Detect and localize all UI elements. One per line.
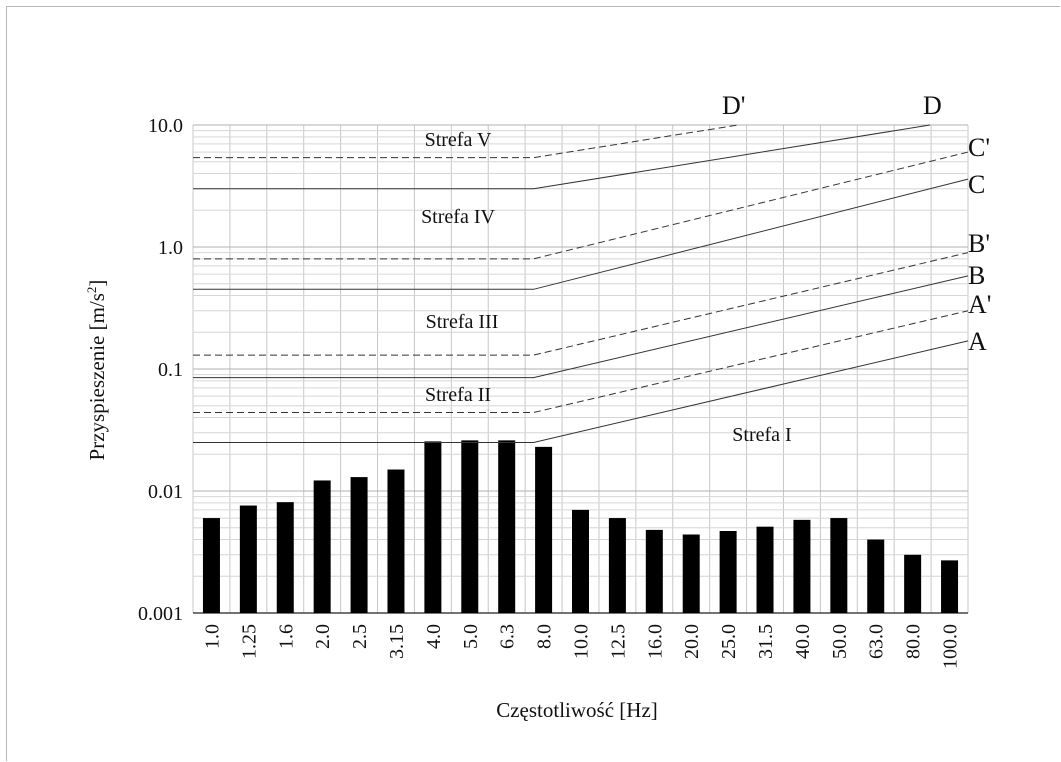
limit-line <box>193 340 969 443</box>
y-axis-label-exponent: 2 <box>84 287 99 294</box>
bar <box>793 519 811 613</box>
limit-line <box>193 124 931 190</box>
limit-line <box>193 310 969 413</box>
y-axis-label: Przyspieszenie [m/s2] <box>84 280 109 461</box>
x-tick-label: 80.0 <box>903 624 925 659</box>
bar <box>941 560 959 613</box>
zone-label: Strefa III <box>426 311 499 333</box>
x-tick-label: 4.0 <box>423 624 445 649</box>
bar <box>498 440 516 613</box>
bar <box>535 446 553 613</box>
bar <box>350 477 368 613</box>
y-axis-label-close: ] <box>85 280 109 287</box>
x-tick-label: 25.0 <box>718 624 740 659</box>
limit-line-label: B' <box>968 229 990 258</box>
x-tick-label: 50.0 <box>829 624 851 659</box>
zone-label: Strefa IV <box>421 206 495 228</box>
x-tick-label: 1.0 <box>201 624 223 649</box>
limit-line <box>193 124 739 159</box>
tick-labels: 0.001 0.01 0.1 1.0 10.0 1.0 1.25 1.6 2.0 2.5 3.15 4… <box>138 115 962 669</box>
zone-label: Strefa I <box>732 424 791 446</box>
x-tick-label: 1.25 <box>238 624 260 659</box>
y-axis-label-main: Przyspieszenie [m/s <box>85 293 109 460</box>
zone-label: Strefa V <box>425 129 492 151</box>
x-axis-label: Częstotliwość [Hz] <box>496 698 658 722</box>
bar <box>572 509 589 613</box>
x-tick-label: 31.5 <box>755 624 777 659</box>
zone-labels: Strefa V Strefa IV Strefa III Strefa II Stre… <box>421 129 792 446</box>
bar <box>313 480 331 613</box>
bar <box>424 441 442 613</box>
limit-line-label: C' <box>968 133 990 162</box>
x-tick-label: 40.0 <box>792 624 814 659</box>
limit-line-labels: A A'B B' C C' D D' <box>722 91 991 356</box>
y-tick-label: 0.01 <box>148 481 183 503</box>
bar <box>276 502 294 613</box>
limit-line-label: B <box>968 261 985 290</box>
limit-line-label: A <box>968 327 987 356</box>
bar <box>461 440 479 613</box>
bar <box>239 505 257 613</box>
bar <box>756 526 774 613</box>
bar <box>608 518 626 613</box>
x-tick-label: 2.0 <box>312 624 334 649</box>
y-tick-label: 0.1 <box>158 359 183 381</box>
x-tick-label: 20.0 <box>681 624 703 659</box>
zone-label: Strefa II <box>425 384 491 406</box>
x-tick-label: 100.0 <box>940 624 962 669</box>
x-tick-label: 2.5 <box>349 624 371 649</box>
y-tick-label: 0.001 <box>138 603 183 625</box>
x-tick-label: 6.3 <box>497 624 519 649</box>
bar <box>904 554 922 613</box>
bar <box>867 539 885 613</box>
y-tick-label: 1.0 <box>158 237 183 259</box>
bar <box>387 469 405 613</box>
limit-line <box>193 252 969 356</box>
bar <box>830 518 848 613</box>
bar <box>682 534 700 613</box>
y-tick-label: 10.0 <box>148 115 183 137</box>
bar <box>202 518 220 613</box>
limit-line <box>193 178 969 290</box>
limit-line-label: D' <box>722 91 745 120</box>
limit-lines <box>193 124 969 443</box>
bar <box>645 529 663 613</box>
x-tick-label: 63.0 <box>866 624 888 659</box>
bars <box>202 440 959 613</box>
bar <box>719 531 737 613</box>
x-tick-label: 3.15 <box>386 624 408 659</box>
x-tick-label: 16.0 <box>644 624 666 659</box>
x-tick-label: 1.6 <box>275 624 297 649</box>
limit-line <box>193 275 969 379</box>
limit-line <box>193 151 969 260</box>
x-tick-label: 12.5 <box>607 624 629 659</box>
x-tick-label: 8.0 <box>534 624 556 649</box>
x-tick-label: 5.0 <box>460 624 482 649</box>
chart-frame <box>6 6 1060 761</box>
x-tick-label: 10.0 <box>571 624 593 659</box>
limit-line-label: C <box>968 170 985 199</box>
limit-line-label: A' <box>968 290 991 319</box>
limit-line-label: D <box>923 91 942 120</box>
